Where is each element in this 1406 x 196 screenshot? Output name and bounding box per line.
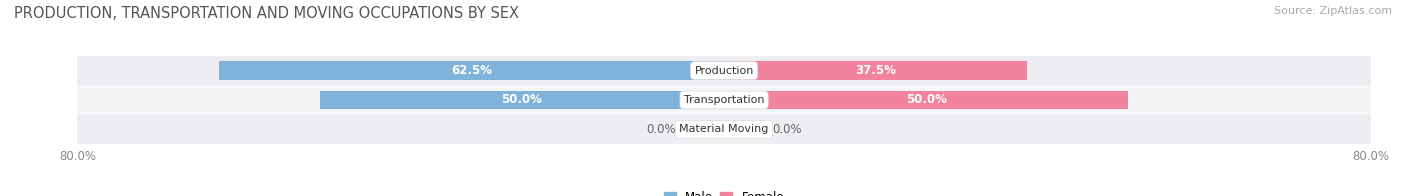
Text: 0.0%: 0.0%: [773, 123, 803, 136]
Bar: [724, 120, 765, 138]
Text: Production: Production: [695, 65, 754, 76]
Text: Material Moving: Material Moving: [679, 124, 769, 134]
Bar: [683, 120, 724, 138]
Text: Source: ZipAtlas.com: Source: ZipAtlas.com: [1274, 6, 1392, 16]
Bar: [77, 56, 1371, 85]
Bar: [77, 85, 1371, 115]
Text: Transportation: Transportation: [683, 95, 765, 105]
Text: 0.0%: 0.0%: [645, 123, 676, 136]
Bar: [77, 115, 1371, 144]
Legend: Male, Female: Male, Female: [659, 186, 789, 196]
Text: 37.5%: 37.5%: [855, 64, 896, 77]
Text: 50.0%: 50.0%: [905, 93, 946, 106]
Text: 50.0%: 50.0%: [502, 93, 543, 106]
Bar: [724, 91, 1129, 109]
Text: 62.5%: 62.5%: [451, 64, 492, 77]
Bar: [219, 62, 724, 80]
Bar: [321, 91, 724, 109]
Text: PRODUCTION, TRANSPORTATION AND MOVING OCCUPATIONS BY SEX: PRODUCTION, TRANSPORTATION AND MOVING OC…: [14, 6, 519, 21]
Bar: [724, 62, 1028, 80]
